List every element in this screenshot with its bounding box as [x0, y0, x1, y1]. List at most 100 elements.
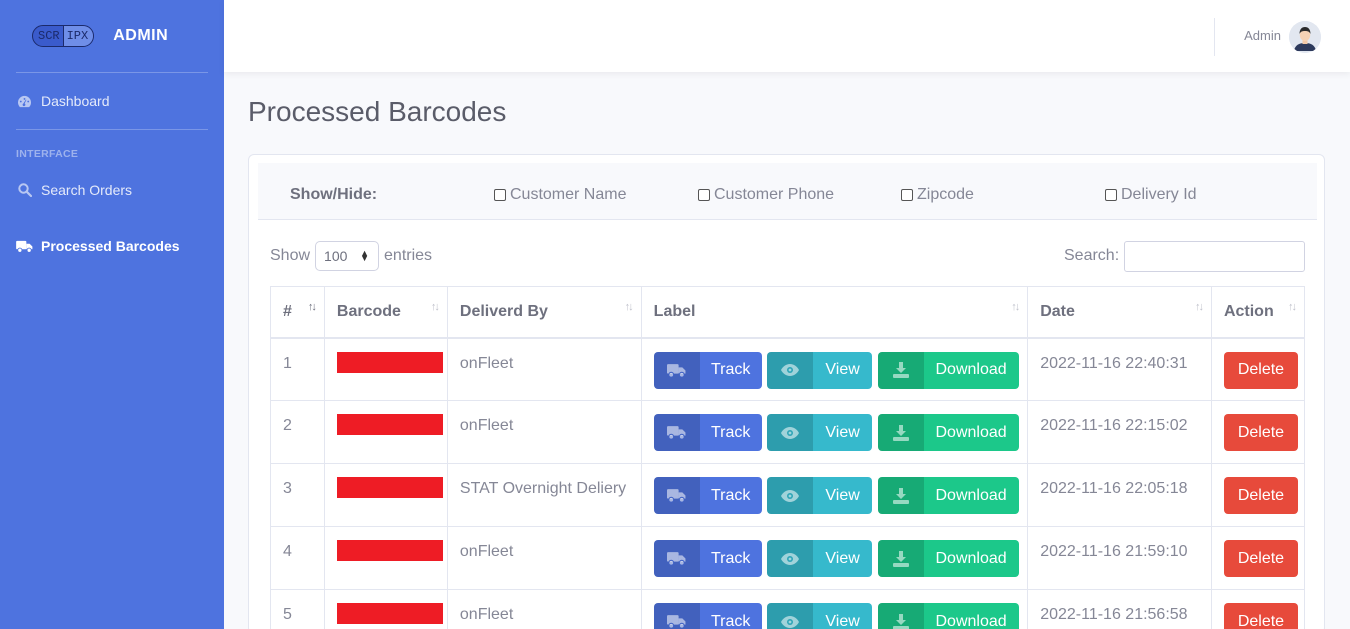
sort-icon: ↑↓	[430, 301, 440, 313]
redacted-barcode	[336, 603, 443, 624]
row-number-text: 4	[283, 543, 292, 560]
column-header-label[interactable]: Label ↑↓	[640, 286, 1029, 339]
barcode-cell	[323, 589, 448, 629]
column-header-number[interactable]: # ↑↓	[270, 286, 325, 339]
redacted-barcode	[336, 351, 443, 373]
eye-icon	[767, 414, 814, 451]
table-header-row: # ↑↓ Barcode ↑↓ Deliverd By ↑↓ Label ↑↓ Date…	[270, 286, 1306, 339]
delete-button[interactable]: Delete	[1223, 603, 1298, 629]
delivered-by-text: onFleet	[459, 417, 514, 434]
track-label: Track	[710, 423, 751, 441]
column-header-action[interactable]: Action ↑↓	[1210, 286, 1306, 339]
sidebar-item-dashboard[interactable]: Dashboard	[0, 73, 224, 129]
download-icon	[877, 603, 924, 629]
topbar: Admin	[224, 0, 1350, 72]
show-label: Show	[270, 247, 311, 264]
redacted-barcode	[336, 414, 443, 435]
sidebar: SCR IPX ADMIN Dashboard INTERFACE Search…	[0, 0, 224, 629]
view-label: View	[825, 423, 860, 441]
truck-icon	[653, 540, 700, 577]
view-button[interactable]: View	[767, 477, 873, 514]
checkbox[interactable]	[494, 189, 506, 201]
barcode-cell	[323, 463, 448, 527]
checkbox[interactable]	[698, 189, 710, 201]
view-label: View	[825, 549, 860, 567]
sort-icon: ↑↓	[1011, 301, 1020, 313]
barcode-cell	[323, 400, 448, 464]
toggle-delivery-id[interactable]: Delivery Id	[1105, 186, 1197, 204]
delete-button[interactable]: Delete	[1223, 540, 1298, 577]
view-button[interactable]: View	[767, 603, 873, 629]
toggle-customer-name[interactable]: Customer Name	[494, 186, 626, 204]
table-row: 5 onFleet Track View Download 2022-11-16…	[270, 589, 1306, 629]
view-label: View	[825, 612, 860, 629]
date-cell: 2022-11-16 22:40:31	[1027, 337, 1212, 401]
tachometer-icon	[16, 94, 33, 108]
delivered-by-cell: STAT Overnight Deliery	[446, 463, 642, 527]
track-button[interactable]: Track	[653, 477, 762, 514]
download-button[interactable]: Download	[877, 414, 1019, 451]
sidebar-item-label: Dashboard	[41, 93, 110, 109]
label-cell: Track View Download	[640, 526, 1029, 590]
delivered-by-text: onFleet	[459, 354, 514, 372]
row-number: 5	[270, 589, 325, 629]
delivered-by-cell: onFleet	[446, 526, 642, 590]
search-input[interactable]	[1124, 241, 1305, 272]
delete-button[interactable]: Delete	[1223, 477, 1298, 514]
row-number-text: 2	[283, 417, 292, 434]
date-cell: 2022-11-16 22:15:02	[1027, 400, 1212, 464]
track-button[interactable]: Track	[653, 540, 762, 577]
toggle-label: Customer Phone	[714, 186, 835, 203]
column-label: #	[283, 302, 292, 320]
avatar[interactable]	[1289, 21, 1321, 53]
date-text: 2022-11-16 21:56:58	[1040, 606, 1188, 623]
truck-icon	[16, 239, 33, 253]
table-row: 2 onFleet Track View Download 2022-11-16…	[270, 400, 1306, 464]
entries-select[interactable]: 100 ▲ ▼	[315, 241, 380, 271]
delete-button[interactable]: Delete	[1223, 414, 1298, 451]
row-number: 1	[270, 337, 325, 401]
download-button[interactable]: Download	[877, 603, 1019, 629]
sidebar-item-search-orders[interactable]: Search Orders	[0, 162, 224, 218]
checkbox[interactable]	[901, 189, 913, 201]
view-button[interactable]: View	[767, 414, 873, 451]
brand[interactable]: SCR IPX ADMIN	[0, 0, 224, 72]
column-header-delivered-by[interactable]: Deliverd By ↑↓	[446, 286, 642, 339]
checkbox[interactable]	[1105, 189, 1117, 201]
date-text: 2022-11-16 22:40:31	[1040, 354, 1188, 372]
truck-icon	[653, 603, 700, 629]
brand-logo-right: IPX	[62, 26, 94, 46]
download-icon	[877, 540, 924, 577]
user-name[interactable]: Admin	[1244, 28, 1281, 43]
brand-name: ADMIN	[113, 27, 169, 44]
row-number-text: 5	[283, 606, 292, 623]
download-label: Download	[935, 361, 1007, 378]
toggle-zipcode[interactable]: Zipcode	[901, 186, 974, 204]
sidebar-item-processed-barcodes[interactable]: Processed Barcodes	[0, 218, 224, 274]
column-header-barcode[interactable]: Barcode ↑↓	[323, 286, 448, 339]
entries-label: entries	[384, 247, 433, 264]
track-label: Track	[710, 486, 751, 504]
view-button[interactable]: View	[767, 351, 873, 389]
date-text: 2022-11-16 22:05:18	[1040, 480, 1188, 497]
column-label: Label	[653, 302, 696, 320]
track-button[interactable]: Track	[653, 414, 762, 451]
table-row: 3 STAT Overnight Deliery Track View Down…	[270, 463, 1306, 527]
download-button[interactable]: Download	[877, 477, 1019, 514]
eye-icon	[767, 477, 814, 514]
track-button[interactable]: Track	[653, 351, 762, 389]
download-button[interactable]: Download	[877, 351, 1019, 389]
row-number: 4	[270, 526, 325, 590]
row-number-text: 1	[283, 354, 292, 372]
row-number: 2	[270, 400, 325, 464]
toggle-customer-phone[interactable]: Customer Phone	[698, 186, 834, 204]
download-button[interactable]: Download	[877, 540, 1019, 577]
view-button[interactable]: View	[767, 540, 873, 577]
track-button[interactable]: Track	[653, 603, 762, 629]
date-cell: 2022-11-16 21:59:10	[1027, 526, 1212, 590]
label-cell: Track View Download	[640, 589, 1029, 629]
date-cell: 2022-11-16 21:56:58	[1027, 589, 1212, 629]
page-title: Processed Barcodes	[248, 96, 507, 127]
column-header-date[interactable]: Date ↑↓	[1027, 286, 1212, 339]
delete-button[interactable]: Delete	[1223, 351, 1298, 389]
